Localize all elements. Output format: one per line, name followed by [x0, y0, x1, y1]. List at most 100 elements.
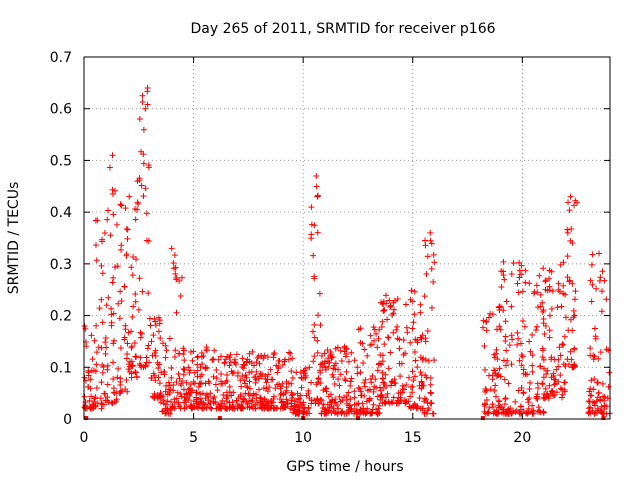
- data-point: [256, 360, 263, 367]
- data-point: [425, 405, 432, 412]
- data-point: [223, 398, 230, 405]
- data-point: [133, 373, 140, 380]
- data-point: [242, 372, 249, 379]
- data-point: [405, 398, 412, 405]
- data-point: [234, 401, 241, 408]
- data-point: [537, 303, 544, 310]
- data-point: [297, 369, 304, 376]
- data-point: [277, 405, 284, 412]
- data-point: [376, 326, 383, 333]
- data-point: [384, 390, 391, 397]
- data-point: [347, 396, 354, 403]
- data-point: [564, 226, 571, 233]
- data-point: [177, 391, 184, 398]
- data-point: [232, 359, 239, 366]
- data-point: [92, 368, 99, 375]
- data-point: [412, 336, 419, 343]
- data-point: [313, 381, 320, 388]
- data-point: [176, 375, 183, 382]
- data-point: [391, 306, 398, 313]
- data-point: [391, 380, 398, 387]
- data-point: [238, 383, 245, 390]
- data-point: [407, 339, 414, 346]
- x-tick-label: 5: [189, 430, 198, 446]
- data-point: [335, 376, 342, 383]
- data-point: [218, 380, 225, 387]
- data-point: [148, 338, 155, 345]
- data-point: [587, 277, 594, 284]
- data-point: [363, 409, 370, 416]
- data-point: [533, 323, 540, 330]
- data-point: [496, 323, 503, 330]
- data-point: [539, 299, 546, 306]
- data-point: [366, 386, 373, 393]
- data-point: [587, 392, 594, 399]
- data-point: [104, 362, 111, 369]
- data-point: [543, 391, 550, 398]
- data-point: [496, 365, 503, 372]
- data-point: [586, 388, 593, 395]
- data-point: [194, 398, 201, 405]
- data-point: [565, 199, 572, 206]
- data-point: [102, 339, 109, 346]
- data-point: [386, 297, 393, 304]
- data-point: [550, 370, 557, 377]
- data-point: [298, 374, 305, 381]
- data-point: [410, 319, 417, 326]
- data-point: [335, 366, 342, 373]
- y-tick-label: 0: [63, 412, 72, 428]
- data-point: [551, 356, 558, 363]
- data-point: [549, 288, 556, 295]
- data-point: [233, 351, 240, 358]
- data-point: [490, 404, 496, 411]
- data-point: [131, 340, 138, 347]
- data-point: [558, 303, 565, 310]
- data-point: [163, 382, 170, 389]
- data-point: [551, 392, 558, 399]
- data-point: [311, 273, 318, 280]
- data-point: [519, 288, 526, 295]
- data-point: [142, 105, 149, 112]
- data-point: [253, 395, 260, 402]
- data-point: [101, 229, 108, 236]
- data-point: [521, 323, 528, 330]
- data-point: [390, 299, 397, 306]
- data-point: [298, 384, 305, 391]
- data-point: [99, 270, 106, 277]
- data-point: [95, 344, 102, 351]
- data-point: [302, 372, 309, 379]
- data-point: [561, 379, 568, 386]
- data-point: [370, 401, 377, 408]
- data-point: [597, 349, 604, 356]
- data-point: [560, 290, 567, 297]
- data-point: [411, 288, 418, 295]
- data-point: [221, 359, 228, 366]
- data-point: [295, 407, 302, 414]
- data-point: [557, 261, 564, 268]
- data-point: [249, 397, 256, 404]
- data-point: [394, 335, 401, 342]
- data-point: [486, 372, 493, 379]
- data-point: [407, 393, 414, 400]
- data-point: [98, 379, 105, 386]
- data-point: [412, 373, 419, 380]
- data-point: [562, 314, 569, 321]
- data-point: [387, 302, 394, 309]
- data-point: [173, 309, 180, 316]
- data-point: [332, 360, 339, 367]
- data-point: [336, 393, 343, 400]
- data-point: [248, 368, 255, 375]
- data-point: [423, 374, 430, 381]
- data-point: [557, 372, 564, 379]
- data-point: [343, 368, 350, 375]
- data-point: [517, 403, 524, 410]
- data-point: [555, 363, 562, 370]
- data-point: [587, 404, 594, 411]
- data-point: [379, 375, 386, 382]
- data-point: [361, 346, 368, 353]
- data-point: [122, 322, 129, 329]
- data-point: [568, 226, 575, 233]
- data-point: [378, 361, 385, 368]
- data-point: [289, 355, 296, 362]
- data-point: [400, 337, 407, 344]
